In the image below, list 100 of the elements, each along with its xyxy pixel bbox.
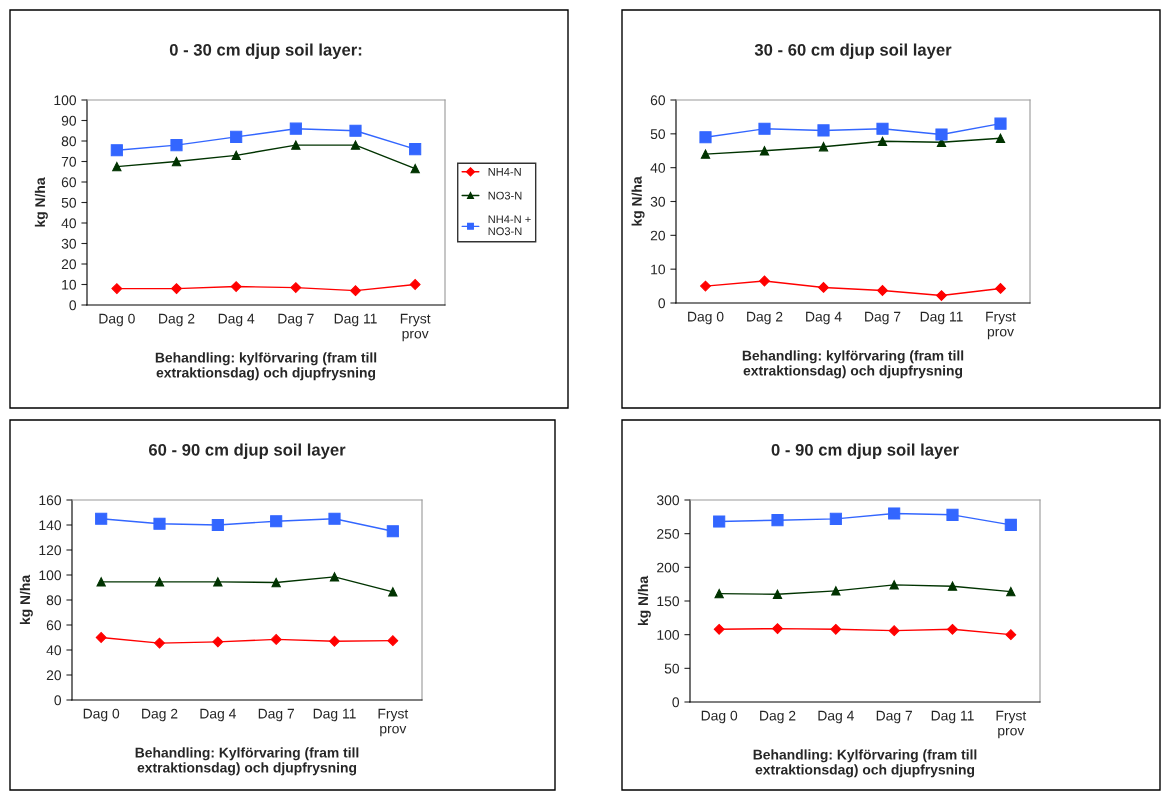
point (270, 633, 282, 645)
point (388, 587, 398, 597)
y-tick-label: 50 (664, 663, 680, 674)
y-tick-label: 20 (61, 259, 77, 270)
y-tick-label: 0 (658, 298, 666, 309)
point (935, 128, 948, 141)
point (888, 507, 901, 520)
point (947, 581, 958, 591)
point (995, 283, 1006, 294)
y-tick-label: 70 (61, 156, 77, 167)
x-tick-label: Dag 0 (83, 708, 120, 722)
chart-title: 60 - 90 cm djup soil layer (148, 443, 346, 460)
y-tick-label: 20 (650, 230, 666, 241)
point (889, 580, 899, 590)
x-tick-label: Dag 7 (278, 313, 314, 327)
y-tick-label: 40 (46, 645, 62, 656)
point (350, 285, 361, 297)
point (110, 144, 123, 157)
y-tick-label: 0 (54, 695, 62, 706)
point (328, 512, 341, 525)
y-axis-title: kg N/ha (637, 575, 651, 626)
point (888, 625, 900, 637)
x-tick-label: Dag 4 (806, 311, 842, 325)
point (758, 122, 771, 135)
point (230, 281, 242, 292)
y-tick-label: 160 (39, 495, 62, 506)
y-tick-label: 40 (650, 163, 666, 173)
legend-label: NO3-N (488, 191, 522, 200)
point (995, 133, 1006, 143)
point (771, 514, 784, 527)
point (289, 122, 302, 135)
point (818, 282, 829, 293)
point (877, 285, 888, 296)
point (170, 139, 183, 152)
point (817, 124, 830, 137)
x-tick-label: Dag 0 (99, 313, 135, 327)
y-tick-label: 100 (54, 95, 77, 106)
y-tick-label: 60 (46, 620, 62, 631)
point (409, 143, 422, 156)
point (714, 588, 724, 599)
x-tick-label: Dag 11 (334, 313, 377, 327)
point (700, 149, 711, 159)
y-axis-title: kg N/ha (34, 177, 48, 227)
point (1004, 518, 1017, 531)
x-axis-title: Behandling: kylförvaring (fram till extraktionsdag) och djupfrysning (742, 350, 964, 379)
point (154, 577, 165, 587)
y-tick-label: 300 (656, 495, 680, 506)
x-tick-label: Fryst prov (996, 710, 1027, 739)
y-tick-label: 30 (650, 196, 666, 207)
x-tick-label: Dag 2 (159, 313, 195, 327)
point (349, 124, 362, 137)
y-tick-label: 0 (672, 697, 680, 708)
point (111, 283, 123, 295)
y-tick-label: 60 (650, 95, 666, 106)
point (936, 290, 947, 301)
point (876, 122, 889, 135)
y-tick-label: 150 (657, 596, 680, 607)
y-tick-label: 140 (39, 520, 62, 531)
point (213, 577, 223, 587)
y-tick-label: 100 (39, 570, 62, 581)
point (112, 161, 122, 172)
y-axis-title: kg N/ha (631, 176, 645, 226)
point (291, 140, 301, 150)
x-tick-label: Dag 11 (313, 708, 356, 722)
point (271, 577, 281, 588)
point (171, 156, 182, 167)
x-tick-label: Dag 11 (931, 710, 974, 724)
point (171, 283, 182, 295)
x-tick-label: Dag 4 (218, 313, 255, 327)
y-axis-title: kg N/ha (19, 574, 33, 625)
point (212, 636, 224, 648)
point (1005, 629, 1017, 641)
point (387, 635, 399, 647)
point (772, 623, 783, 635)
point (409, 279, 421, 290)
chart-title: 0 - 30 cm djup soil layer: (169, 43, 362, 60)
x-tick-label: Dag 7 (258, 708, 294, 722)
point (386, 525, 399, 538)
point (994, 117, 1007, 130)
point (154, 637, 165, 649)
x-tick-label: Dag 7 (876, 710, 912, 724)
y-tick-label: 120 (39, 545, 62, 556)
point (831, 586, 841, 596)
legend-label: NH4-N (488, 168, 521, 176)
point (877, 136, 888, 146)
y-tick-label: 50 (61, 197, 77, 208)
point (329, 635, 340, 647)
point (818, 142, 829, 152)
point (772, 589, 783, 599)
point (829, 512, 842, 525)
y-tick-label: 30 (61, 238, 77, 249)
x-tick-label: Dag 2 (760, 710, 796, 724)
y-tick-label: 80 (46, 595, 62, 606)
point (290, 282, 302, 294)
point (329, 572, 340, 582)
x-tick-label: Dag 2 (747, 311, 783, 325)
point (95, 512, 108, 525)
point (270, 515, 283, 528)
y-tick-label: 250 (657, 529, 680, 539)
point (153, 517, 166, 530)
